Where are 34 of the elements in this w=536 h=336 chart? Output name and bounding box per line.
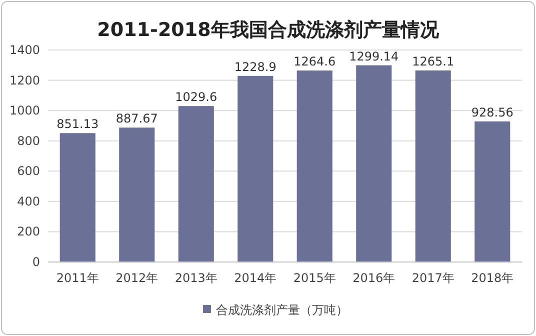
data-label: 887.67 [116, 112, 158, 126]
bar [356, 65, 392, 262]
y-tick-label: 400 [17, 194, 40, 208]
x-tick-label: 2011年 [56, 271, 99, 285]
bar [60, 133, 96, 262]
y-tick-label: 1200 [9, 73, 40, 88]
chart-title: 2011-2018年我国合成洗涤剂产量情况 [97, 19, 440, 41]
bar [178, 106, 214, 262]
y-tick-label: 1000 [9, 104, 40, 118]
data-label: 928.56 [471, 105, 514, 120]
bar [119, 128, 155, 262]
data-label: 1264.6 [294, 54, 336, 69]
x-tick-label: 2016年 [352, 271, 396, 285]
y-tick-label: 800 [17, 134, 40, 148]
x-tick-label: 2014年 [234, 271, 277, 285]
y-tick-label: 1400 [9, 43, 40, 57]
bar [474, 121, 510, 262]
data-label: 1228.9 [234, 60, 276, 74]
bar [415, 70, 451, 262]
y-tick-label: 600 [17, 164, 40, 178]
bar [296, 70, 332, 262]
y-tick-label: 200 [17, 224, 40, 239]
x-tick-label: 2013年 [174, 271, 218, 285]
y-tick-label: 0 [32, 255, 40, 269]
data-label: 1265.1 [412, 54, 454, 68]
x-tick-label: 2012年 [116, 271, 158, 285]
x-tick-label: 2018年 [471, 271, 514, 285]
data-label: 851.13 [56, 117, 99, 132]
x-tick-label: 2017年 [412, 271, 454, 285]
data-label: 1029.6 [175, 90, 218, 104]
legend-label: 合成洗涤剂产量（万吨） [216, 303, 348, 317]
data-label: 1299.14 [349, 49, 399, 64]
bar [238, 76, 274, 262]
x-tick-label: 2015年 [293, 271, 336, 285]
